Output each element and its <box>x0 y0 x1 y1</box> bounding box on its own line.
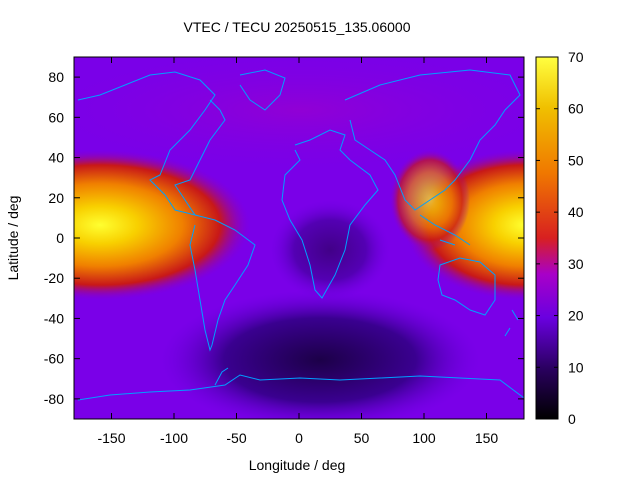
colorbar-axis: 0 10 20 30 40 50 60 70 <box>536 49 584 427</box>
x-axis-label: Longitude / deg <box>249 457 346 473</box>
x-axis: -150 -100 -50 0 50 100 150 <box>97 57 498 446</box>
coastline-europe-africa <box>281 129 379 299</box>
y-tick-label: 0 <box>56 230 64 246</box>
y-tick-label: 80 <box>48 69 64 85</box>
coastlines <box>77 69 524 401</box>
colorbar-tick-label: 20 <box>568 308 584 324</box>
y-tick-label: -40 <box>44 310 64 326</box>
coastline-antarctic-peninsula <box>214 367 229 386</box>
coastline-australia <box>437 257 496 316</box>
heatmap-peak-west <box>74 150 250 300</box>
colorbar-tick-label: 40 <box>568 204 584 220</box>
colorbar-tick-label: 70 <box>568 49 584 65</box>
x-tick-label: -50 <box>226 430 246 446</box>
coastline-antarctica <box>77 374 524 401</box>
heatmap-band-north <box>74 57 524 170</box>
y-axis: -80 -60 -40 -20 0 20 40 60 80 <box>44 69 524 407</box>
coastline-south-america <box>189 214 256 352</box>
y-tick-label: -80 <box>44 391 64 407</box>
y-tick-label: -60 <box>44 351 64 367</box>
x-tick-label: 50 <box>354 430 370 446</box>
x-tick-label: 150 <box>475 430 499 446</box>
y-tick-label: 40 <box>48 150 64 166</box>
coastline-asia <box>344 69 521 211</box>
y-tick-label: -20 <box>44 270 64 286</box>
colorbar-tick-label: 50 <box>568 152 584 168</box>
y-tick-label: 20 <box>48 190 64 206</box>
x-tick-label: 100 <box>412 430 436 446</box>
y-axis-label: Latitude / deg <box>5 196 21 281</box>
heatmap <box>74 57 524 419</box>
colorbar-tick-label: 0 <box>568 411 576 427</box>
chart-title: VTEC / TECU 20250515_135.06000 <box>183 19 410 35</box>
coastline-indonesia <box>419 214 471 246</box>
coastline-north-america <box>77 71 226 216</box>
coastline-new-zealand <box>504 309 519 337</box>
x-tick-label: -100 <box>160 430 188 446</box>
colorbar-tick-label: 10 <box>568 359 584 375</box>
y-tick-label: 60 <box>48 109 64 125</box>
coastline-greenland <box>239 69 286 111</box>
x-tick-label: 0 <box>295 430 303 446</box>
colorbar-tick-label: 60 <box>568 101 584 117</box>
heatmap-low-south <box>160 290 480 419</box>
heatmap-low-atlantic <box>270 200 390 300</box>
colorbar-tick-label: 30 <box>568 256 584 272</box>
x-tick-label: -150 <box>97 430 125 446</box>
colorbar <box>535 56 559 420</box>
